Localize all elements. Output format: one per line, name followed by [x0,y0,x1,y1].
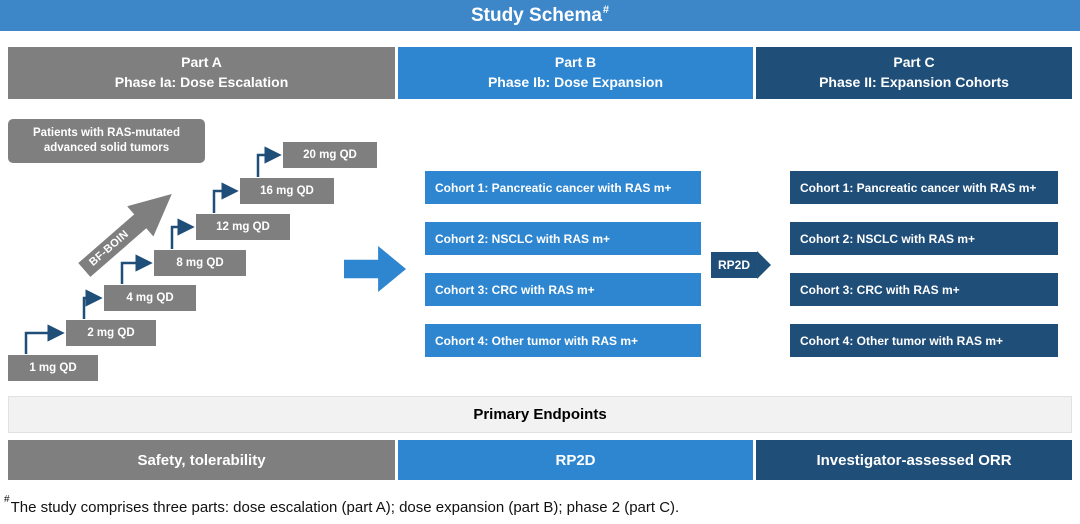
endpoint-rp2d-bar: RP2D [398,440,753,480]
dose-step: 4 mg QD [104,285,196,311]
part-b-title: Part B [554,54,597,71]
part-b-cohort-3: Cohort 3: CRC with RAS m+ [425,273,701,306]
footnote-text: The study comprises three parts: dose es… [10,499,680,516]
part-c-cohort-1: Cohort 1: Pancreatic cancer with RAS m+ [790,171,1058,204]
page-title-footnote-marker: # [602,3,610,16]
patient-population-box: Patients with RAS-mutated advanced solid… [8,119,205,163]
part-c-subtitle: Phase II: Expansion Cohorts [819,74,1009,90]
part-a-title: Part A [181,54,222,71]
rp2d-arrowhead-icon [757,251,772,279]
part-a-to-part-b-arrow-icon [344,246,406,292]
page-title-text: Study Schema [470,4,602,26]
footnote: #The study comprises three parts: dose e… [4,494,680,516]
dose-step: 2 mg QD [66,320,156,346]
part-a-header: Part A Phase Ia: Dose Escalation [8,47,395,99]
part-b-header: Part B Phase Ib: Dose Expansion [398,47,753,99]
dose-step: 16 mg QD [240,178,334,204]
dose-step: 8 mg QD [154,250,246,276]
endpoint-safety-tolerability-bar: Safety, tolerability [8,440,395,480]
endpoint-orr-bar: Investigator-assessed ORR [756,440,1072,480]
part-b-subtitle: Phase Ib: Dose Expansion [487,74,664,90]
dose-step: 20 mg QD [283,142,377,168]
primary-endpoints-band: Primary Endpoints [8,396,1072,433]
page-title: Study Schema # [0,0,1080,31]
part-c-cohort-4: Cohort 4: Other tumor with RAS m+ [790,324,1058,357]
part-c-cohort-2: Cohort 2: NSCLC with RAS m+ [790,222,1058,255]
dose-step: 1 mg QD [8,355,98,381]
part-b-cohort-4: Cohort 4: Other tumor with RAS m+ [425,324,701,357]
primary-endpoints-title: Primary Endpoints [473,406,607,423]
part-c-title: Part C [893,54,935,71]
bf-boin-label: BF-BOIN [87,228,132,269]
footnote-marker: # [4,494,10,505]
part-c-header: Part C Phase II: Expansion Cohorts [756,47,1072,99]
dose-step: 12 mg QD [196,214,290,240]
part-b-cohort-1: Cohort 1: Pancreatic cancer with RAS m+ [425,171,701,204]
rp2d-arrow: RP2D [711,251,772,279]
part-c-cohort-3: Cohort 3: CRC with RAS m+ [790,273,1058,306]
part-a-subtitle: Phase Ia: Dose Escalation [114,74,289,90]
part-b-cohort-2: Cohort 2: NSCLC with RAS m+ [425,222,701,255]
rp2d-label: RP2D [711,252,758,278]
